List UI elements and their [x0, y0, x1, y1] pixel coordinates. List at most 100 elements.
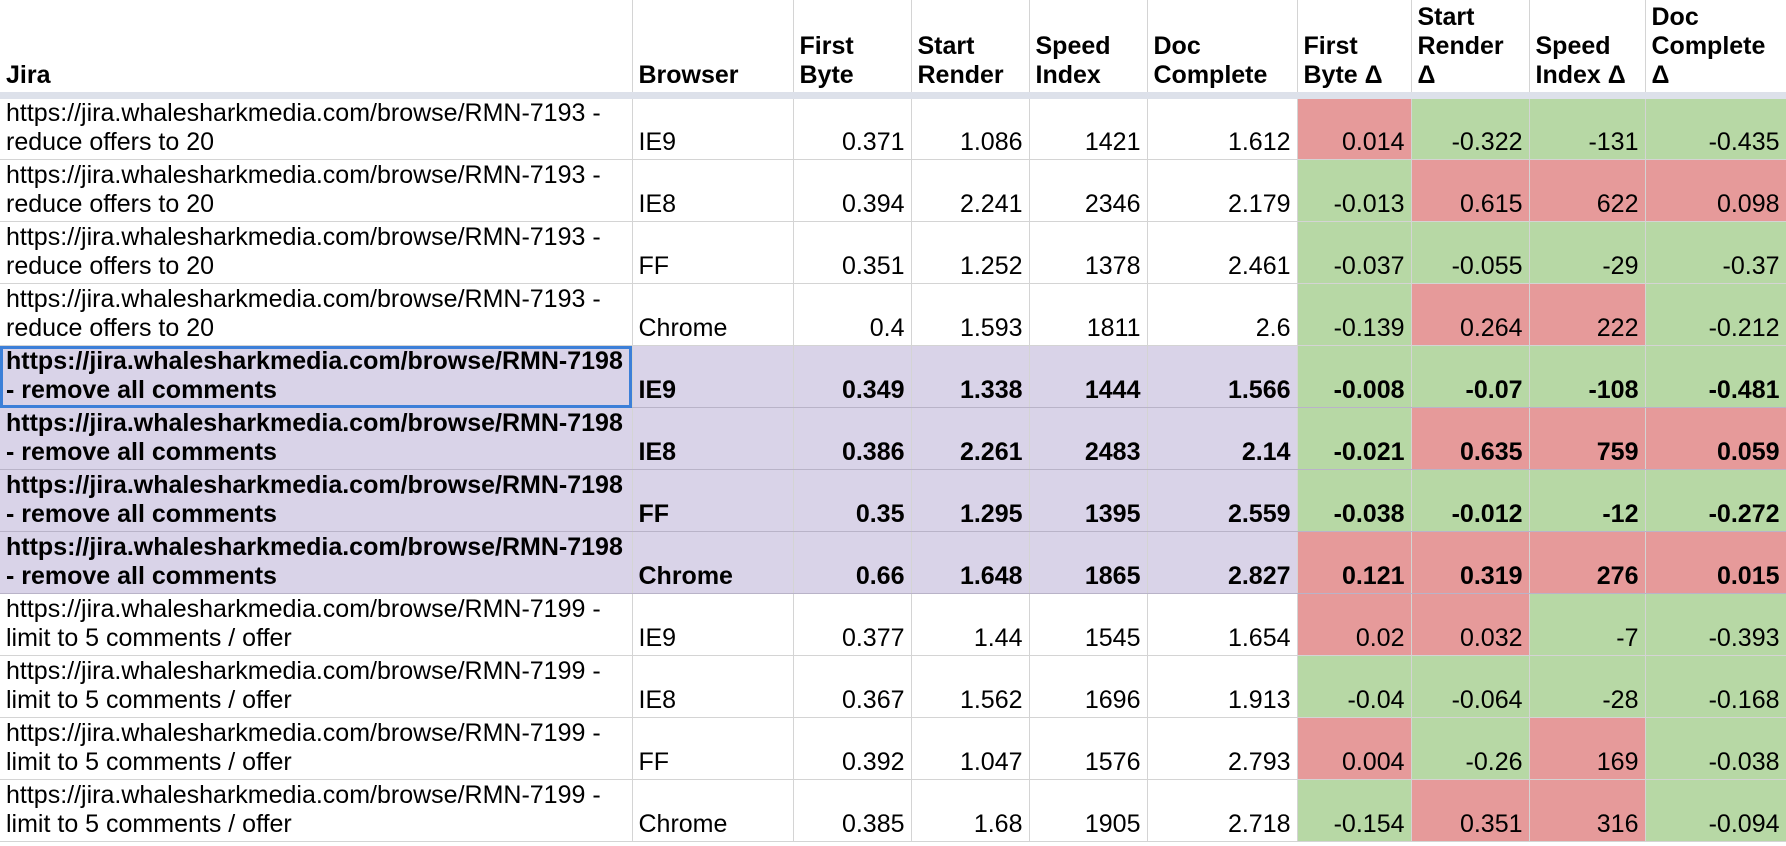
- speed-index-cell[interactable]: 1395: [1029, 469, 1148, 532]
- speed-index-delta-cell[interactable]: -12: [1529, 469, 1646, 532]
- doc-complete-cell[interactable]: 1.913: [1147, 655, 1298, 718]
- first-byte-cell[interactable]: 0.385: [793, 779, 912, 842]
- first-byte-cell[interactable]: 0.392: [793, 717, 912, 780]
- first-byte-delta-cell[interactable]: 0.02: [1297, 593, 1412, 656]
- speed-index-cell[interactable]: 1378: [1029, 221, 1148, 284]
- first-byte-cell[interactable]: 0.367: [793, 655, 912, 718]
- doc-complete-delta-cell[interactable]: -0.038: [1645, 717, 1786, 780]
- doc-complete-cell[interactable]: 2.559: [1147, 469, 1298, 532]
- start-render-cell[interactable]: 1.562: [911, 655, 1030, 718]
- jira-cell[interactable]: https://jira.whalesharkmedia.com/browse/…: [0, 345, 633, 408]
- first-byte-cell[interactable]: 0.66: [793, 531, 912, 594]
- header-start-render-delta[interactable]: Start Render Δ: [1411, 0, 1530, 99]
- doc-complete-cell[interactable]: 2.179: [1147, 159, 1298, 222]
- first-byte-cell[interactable]: 0.351: [793, 221, 912, 284]
- browser-cell[interactable]: IE9: [632, 593, 794, 656]
- speed-index-delta-cell[interactable]: 622: [1529, 159, 1646, 222]
- speed-index-delta-cell[interactable]: -108: [1529, 345, 1646, 408]
- start-render-delta-cell[interactable]: 0.032: [1411, 593, 1530, 656]
- speed-index-cell[interactable]: 1444: [1029, 345, 1148, 408]
- start-render-delta-cell[interactable]: -0.26: [1411, 717, 1530, 780]
- first-byte-delta-cell[interactable]: -0.037: [1297, 221, 1412, 284]
- start-render-cell[interactable]: 1.593: [911, 283, 1030, 346]
- first-byte-cell[interactable]: 0.4: [793, 283, 912, 346]
- start-render-delta-cell[interactable]: -0.064: [1411, 655, 1530, 718]
- speed-index-delta-cell[interactable]: 169: [1529, 717, 1646, 780]
- speed-index-delta-cell[interactable]: 276: [1529, 531, 1646, 594]
- jira-cell[interactable]: https://jira.whalesharkmedia.com/browse/…: [0, 717, 633, 780]
- speed-index-cell[interactable]: 1696: [1029, 655, 1148, 718]
- first-byte-delta-cell[interactable]: -0.008: [1297, 345, 1412, 408]
- first-byte-delta-cell[interactable]: -0.04: [1297, 655, 1412, 718]
- speed-index-cell[interactable]: 1905: [1029, 779, 1148, 842]
- header-jira[interactable]: Jira: [0, 0, 633, 99]
- start-render-delta-cell[interactable]: -0.012: [1411, 469, 1530, 532]
- doc-complete-cell[interactable]: 2.827: [1147, 531, 1298, 594]
- first-byte-cell[interactable]: 0.35: [793, 469, 912, 532]
- jira-cell[interactable]: https://jira.whalesharkmedia.com/browse/…: [0, 283, 633, 346]
- first-byte-delta-cell[interactable]: -0.021: [1297, 407, 1412, 470]
- start-render-delta-cell[interactable]: 0.264: [1411, 283, 1530, 346]
- speed-index-cell[interactable]: 1545: [1029, 593, 1148, 656]
- start-render-cell[interactable]: 1.252: [911, 221, 1030, 284]
- speed-index-cell[interactable]: 1576: [1029, 717, 1148, 780]
- start-render-delta-cell[interactable]: 0.351: [1411, 779, 1530, 842]
- jira-cell[interactable]: https://jira.whalesharkmedia.com/browse/…: [0, 655, 633, 718]
- doc-complete-cell[interactable]: 2.461: [1147, 221, 1298, 284]
- speed-index-delta-cell[interactable]: 759: [1529, 407, 1646, 470]
- jira-cell[interactable]: https://jira.whalesharkmedia.com/browse/…: [0, 531, 633, 594]
- first-byte-delta-cell[interactable]: 0.014: [1297, 95, 1412, 160]
- jira-cell[interactable]: https://jira.whalesharkmedia.com/browse/…: [0, 407, 633, 470]
- doc-complete-cell[interactable]: 2.6: [1147, 283, 1298, 346]
- browser-cell[interactable]: IE8: [632, 159, 794, 222]
- header-speed-index[interactable]: Speed Index: [1029, 0, 1148, 99]
- doc-complete-delta-cell[interactable]: -0.435: [1645, 95, 1786, 160]
- browser-cell[interactable]: FF: [632, 469, 794, 532]
- first-byte-cell[interactable]: 0.386: [793, 407, 912, 470]
- browser-cell[interactable]: Chrome: [632, 779, 794, 842]
- doc-complete-delta-cell[interactable]: -0.094: [1645, 779, 1786, 842]
- doc-complete-cell[interactable]: 1.612: [1147, 95, 1298, 160]
- speed-index-delta-cell[interactable]: 222: [1529, 283, 1646, 346]
- jira-cell[interactable]: https://jira.whalesharkmedia.com/browse/…: [0, 779, 633, 842]
- doc-complete-cell[interactable]: 1.566: [1147, 345, 1298, 408]
- browser-cell[interactable]: IE8: [632, 407, 794, 470]
- doc-complete-delta-cell[interactable]: -0.481: [1645, 345, 1786, 408]
- start-render-delta-cell[interactable]: -0.055: [1411, 221, 1530, 284]
- start-render-cell[interactable]: 1.086: [911, 95, 1030, 160]
- speed-index-delta-cell[interactable]: -131: [1529, 95, 1646, 160]
- first-byte-delta-cell[interactable]: -0.154: [1297, 779, 1412, 842]
- first-byte-delta-cell[interactable]: -0.139: [1297, 283, 1412, 346]
- doc-complete-delta-cell[interactable]: -0.212: [1645, 283, 1786, 346]
- header-first-byte-delta[interactable]: First Byte Δ: [1297, 0, 1412, 99]
- speed-index-cell[interactable]: 2483: [1029, 407, 1148, 470]
- first-byte-delta-cell[interactable]: 0.121: [1297, 531, 1412, 594]
- doc-complete-cell[interactable]: 2.14: [1147, 407, 1298, 470]
- browser-cell[interactable]: Chrome: [632, 283, 794, 346]
- speed-index-cell[interactable]: 1421: [1029, 95, 1148, 160]
- doc-complete-delta-cell[interactable]: 0.015: [1645, 531, 1786, 594]
- browser-cell[interactable]: IE9: [632, 345, 794, 408]
- header-doc-complete[interactable]: Doc Complete: [1147, 0, 1298, 99]
- doc-complete-cell[interactable]: 2.718: [1147, 779, 1298, 842]
- header-browser[interactable]: Browser: [632, 0, 794, 99]
- first-byte-cell[interactable]: 0.349: [793, 345, 912, 408]
- first-byte-cell[interactable]: 0.371: [793, 95, 912, 160]
- doc-complete-delta-cell[interactable]: 0.098: [1645, 159, 1786, 222]
- header-doc-complete-delta[interactable]: Doc Complete Δ: [1645, 0, 1786, 99]
- start-render-delta-cell[interactable]: 0.635: [1411, 407, 1530, 470]
- first-byte-cell[interactable]: 0.377: [793, 593, 912, 656]
- doc-complete-delta-cell[interactable]: -0.168: [1645, 655, 1786, 718]
- start-render-delta-cell[interactable]: -0.07: [1411, 345, 1530, 408]
- start-render-cell[interactable]: 2.241: [911, 159, 1030, 222]
- header-first-byte[interactable]: First Byte: [793, 0, 912, 99]
- start-render-delta-cell[interactable]: 0.615: [1411, 159, 1530, 222]
- speed-index-delta-cell[interactable]: -7: [1529, 593, 1646, 656]
- start-render-delta-cell[interactable]: -0.322: [1411, 95, 1530, 160]
- jira-cell[interactable]: https://jira.whalesharkmedia.com/browse/…: [0, 159, 633, 222]
- browser-cell[interactable]: IE8: [632, 655, 794, 718]
- doc-complete-delta-cell[interactable]: -0.37: [1645, 221, 1786, 284]
- start-render-cell[interactable]: 1.047: [911, 717, 1030, 780]
- doc-complete-cell[interactable]: 1.654: [1147, 593, 1298, 656]
- jira-cell[interactable]: https://jira.whalesharkmedia.com/browse/…: [0, 469, 633, 532]
